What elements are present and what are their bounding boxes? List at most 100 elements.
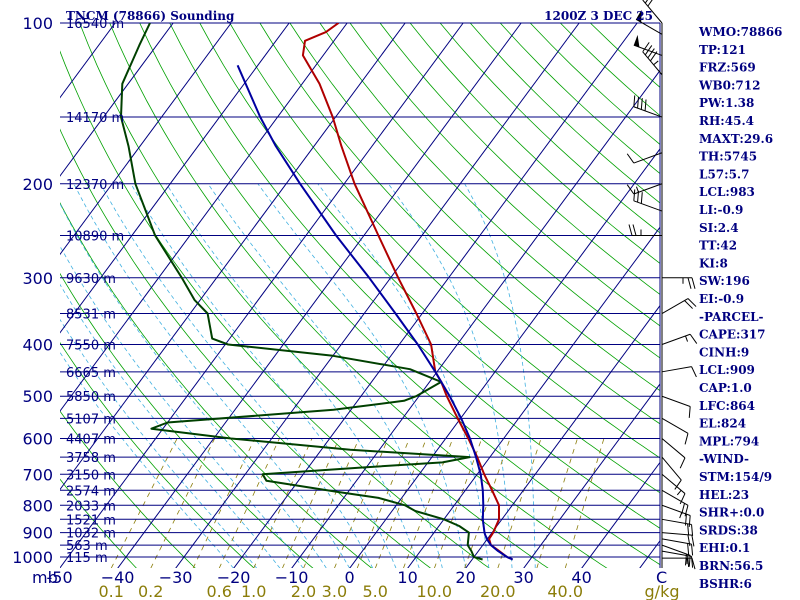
moist-adiabat-line [388, 183, 513, 568]
dry-adiabat-line [560, 23, 660, 117]
wind-barb [635, 9, 663, 35]
mixing-ratio-tick-label: 2.0 [291, 582, 316, 600]
mixing-ratio-line [536, 438, 578, 568]
wind-barb-staff [633, 152, 663, 164]
isotherm-line [349, 148, 660, 568]
mixing-ratio-line [303, 438, 360, 568]
wind-barb-feather [691, 535, 695, 547]
dry-adiabat-line [229, 23, 660, 459]
mixing-ratio-line [282, 438, 340, 568]
wind-barb-staff [642, 51, 663, 76]
wind-barb [661, 395, 691, 418]
pressure-tick-label: 300 [22, 269, 53, 288]
wind-barb-staff [661, 538, 692, 545]
wind-barb-feather [681, 503, 686, 515]
isobars [60, 22, 660, 558]
wind-barb-staff [661, 456, 682, 481]
height-label: 2033 m [66, 499, 116, 514]
isotherm-line [465, 304, 660, 568]
stat-line: WB0:712 [698, 78, 760, 92]
stat-line: PW:1.38 [699, 96, 754, 110]
stat-line: TH:5745 [699, 150, 757, 164]
wind-barb-feather [687, 277, 692, 289]
stat-line: LCL:909 [699, 363, 755, 377]
stat-line: -WIND- [699, 452, 749, 466]
stat-line: STM:154/9 [699, 470, 772, 484]
dry-adiabat-line [259, 23, 660, 425]
moist-adiabat-line [60, 245, 304, 568]
dry-adiabat-line [169, 23, 660, 529]
height-labels: 16540 m 14170 m 12370 m 10890 m 9630 m 8531 m… [66, 17, 124, 566]
dry-adiabat-line [289, 23, 660, 392]
mixing-ratio-line [464, 438, 511, 568]
temperature-tick-label: 20 [455, 568, 475, 587]
dry-adiabat-line [319, 23, 660, 359]
mixing-ratio-tick-label: 20.0 [480, 582, 516, 600]
wind-barb [633, 34, 663, 56]
wind-barb [626, 183, 663, 195]
wind-barb [642, 42, 663, 76]
dry-adiabat-line [139, 23, 660, 566]
isotherm-line [175, 23, 580, 568]
isotherm-line [0, 23, 57, 568]
wind-barb [642, 0, 663, 24]
stat-line: BRN:56.5 [699, 559, 763, 573]
height-label: 5850 m [66, 390, 116, 405]
wind-barb-feather [687, 523, 690, 536]
wind-barb-feather [684, 300, 693, 309]
isotherm-line [60, 23, 174, 177]
chart-title: TNCM (78866) Sounding [66, 9, 235, 23]
dry-adiabat-line [109, 23, 608, 568]
valid-time: 1200Z 3 DEC 25 [544, 9, 653, 23]
stat-line: MPL:794 [699, 434, 759, 448]
wind-barb [661, 417, 689, 445]
stat-line: EI:-0.9 [699, 292, 744, 306]
mixing-ratio-unit-label: g/kg [645, 582, 680, 600]
dry-adiabat-line [60, 410, 196, 568]
mixing-ratio-lines [110, 438, 605, 568]
parcel-trace [236, 64, 514, 561]
mixing-ratio-tick-label: 0.6 [206, 582, 231, 600]
wind-barb [661, 544, 691, 567]
mixing-ratio-tick-label: 40.0 [547, 582, 583, 600]
wind-barb-flag [636, 9, 642, 23]
wind-barb-staff [642, 0, 663, 24]
isotherm-line [60, 23, 348, 412]
wind-barb-feather [626, 153, 635, 164]
temperature-tick-label: 0 [345, 568, 355, 587]
wind-barb-feather [689, 333, 698, 344]
wind-barb-feather [632, 224, 637, 236]
wind-barb-feather [647, 48, 655, 59]
stat-line: HEL:23 [699, 488, 749, 502]
height-label: 14170 m [66, 111, 124, 126]
pressure-tick-label: 400 [22, 336, 53, 355]
mixing-ratio-line [497, 438, 542, 568]
wind-barb-feather [640, 98, 643, 110]
temperature-tick-label: 30 [513, 568, 533, 587]
wind-barb-feather [679, 493, 686, 505]
wind-barb-feather [691, 366, 697, 378]
moist-adiabat-line [60, 202, 327, 568]
wind-barb-staff [661, 298, 689, 314]
pressure-tick-label: 900 [22, 524, 53, 543]
wind-barb-staff [633, 106, 663, 118]
wind-barb-feather [633, 189, 636, 201]
wind-barb-feather [687, 555, 690, 568]
stat-line: LCL:983 [699, 185, 755, 199]
wind-barb-feather [687, 543, 690, 555]
dry-adiabat-line [379, 23, 660, 295]
stat-line: RH:45.4 [699, 114, 754, 128]
stat-line: CAP:1.0 [699, 381, 752, 395]
wind-barb-staff [661, 518, 692, 526]
wind-barb [661, 489, 689, 517]
mixing-ratio-line [110, 438, 178, 568]
wind-barb-feather [647, 0, 653, 7]
stat-line: KI:8 [699, 256, 728, 270]
moist-adiabat-line [166, 183, 420, 568]
isotherm-line [60, 23, 464, 568]
wind-barb-feather [691, 558, 696, 570]
wind-barb [661, 532, 695, 547]
wind-barb-feather [642, 42, 650, 53]
height-label: 3758 m [66, 451, 116, 466]
wind-barb [661, 550, 694, 568]
